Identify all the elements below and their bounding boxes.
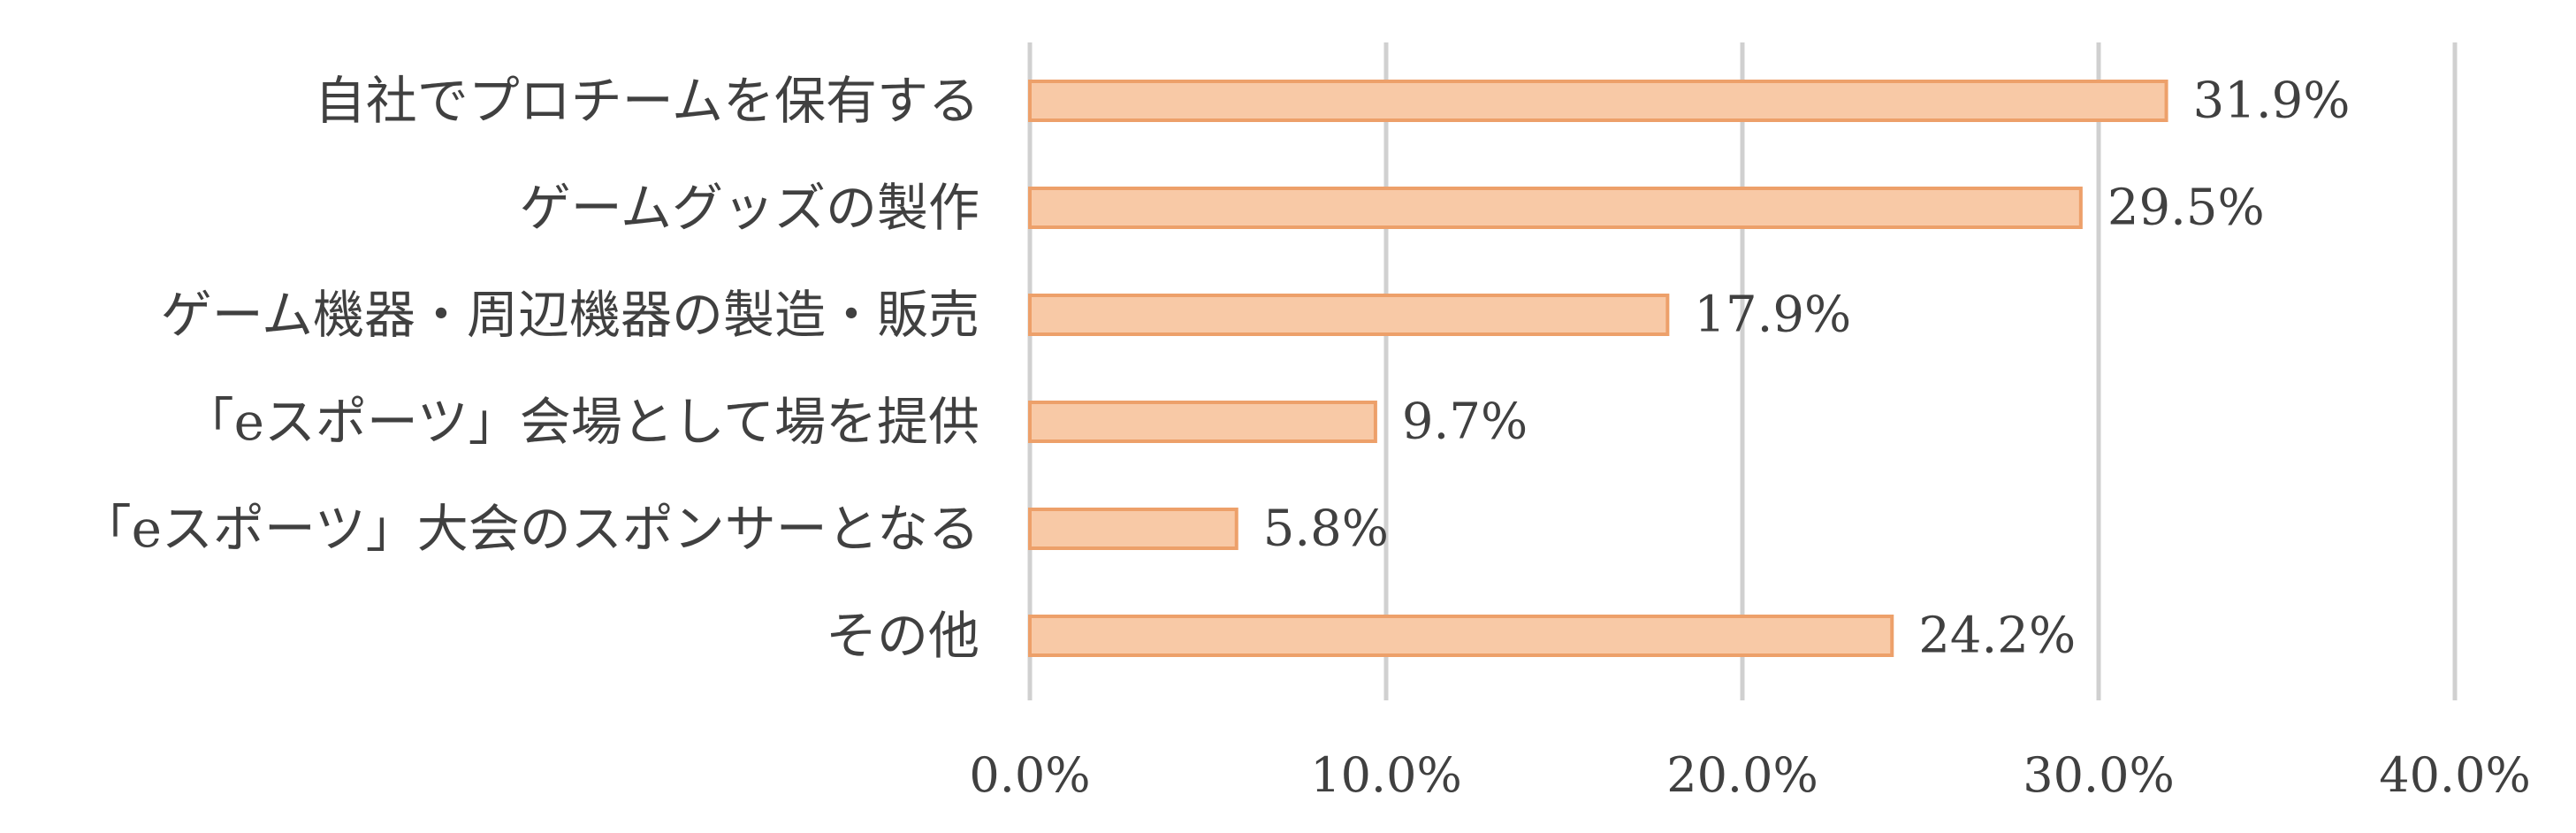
data-label: 9.7% [1402,394,1528,451]
bar [1028,80,2168,122]
x-tick-label: 0.0% [969,747,1090,803]
x-tick-label: 30.0% [2023,747,2175,803]
category-label: ゲームグッズの製作 [520,178,979,238]
category-label: 「eスポーツ」大会のスポンサーとなる [80,499,979,559]
data-label: 31.9% [2193,73,2351,130]
data-label: 24.2% [1918,608,2076,665]
data-label: 29.5% [2107,180,2265,237]
bars [1028,80,2168,657]
gridlines [1027,42,2458,700]
data-label: 5.8% [1263,501,1389,558]
x-tick-label: 40.0% [2379,747,2531,803]
labels: 0.0% 10.0% 20.0% 30.0% 40.0% 自社でプロチームを保有する 31.… [80,71,2531,803]
bar [1028,401,1377,443]
bar [1028,508,1238,550]
category-label: 自社でプロチームを保有する [315,71,979,131]
data-label: 17.9% [1694,287,1851,344]
category-label: 「eスポーツ」会場として場を提供 [183,392,979,452]
bar [1028,187,2083,229]
category-label: ゲーム機器・周辺機器の製造・販売 [161,285,979,345]
bar [1028,294,1670,336]
x-tick-label: 10.0% [1310,747,1462,803]
category-label: その他 [826,606,979,666]
x-tick-label: 20.0% [1666,747,1818,803]
bar [1028,615,1894,657]
